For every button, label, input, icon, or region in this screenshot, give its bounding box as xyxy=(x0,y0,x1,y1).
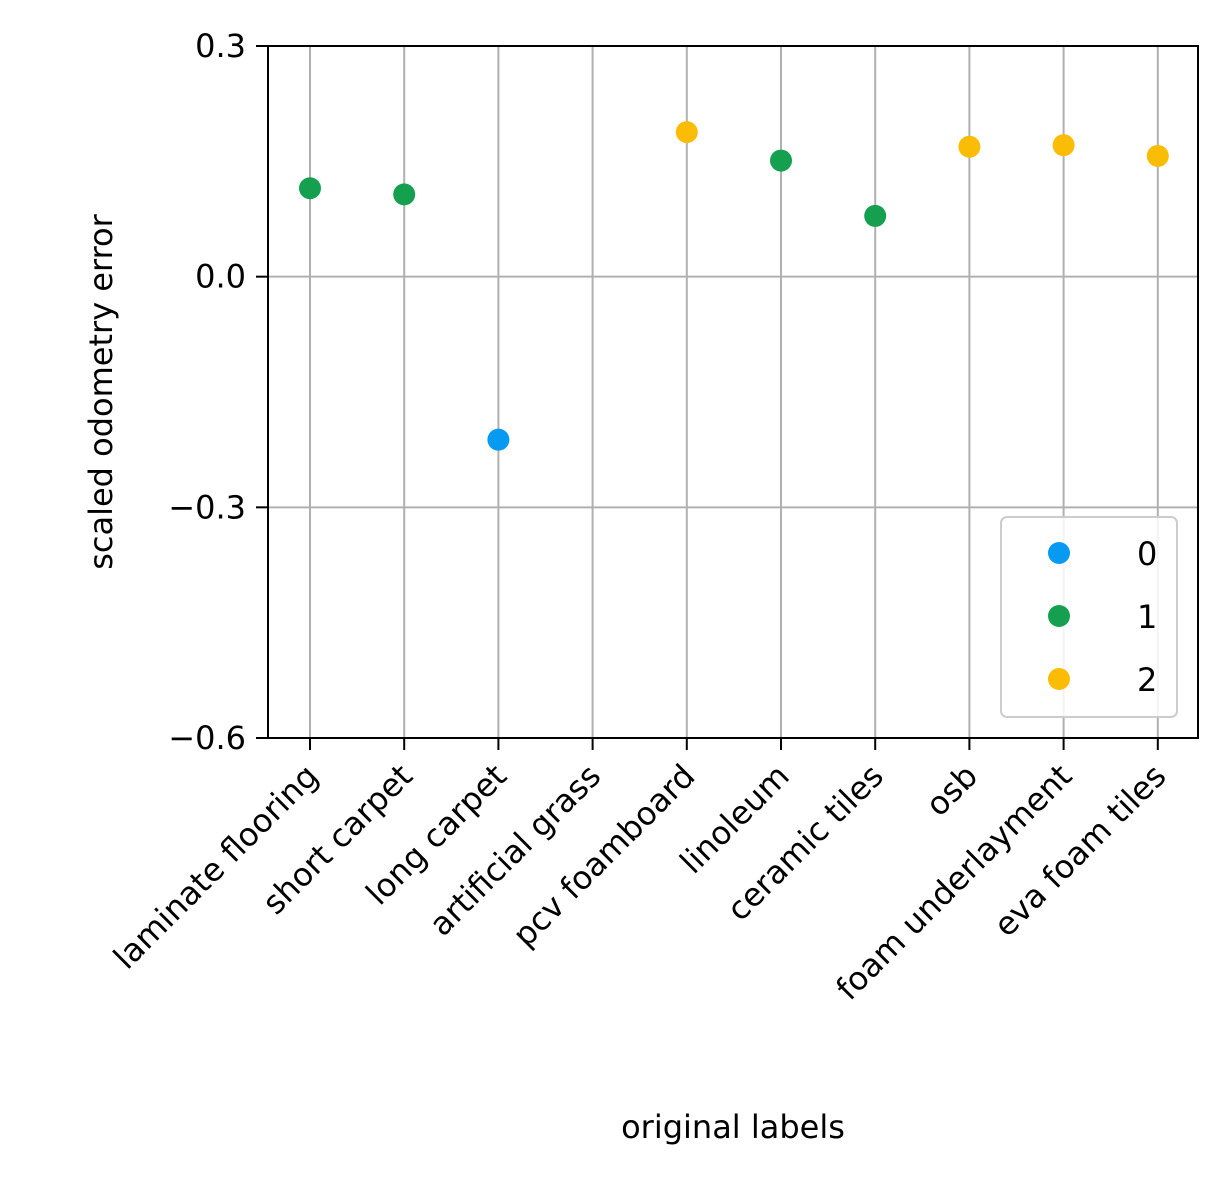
legend-marker xyxy=(1048,605,1070,627)
y-tick-label: 0.3 xyxy=(195,27,246,65)
data-point xyxy=(675,121,698,144)
data-point xyxy=(299,177,321,200)
x-axis-label: original labels xyxy=(621,1108,845,1146)
data-point xyxy=(487,428,510,451)
data-point xyxy=(958,135,981,158)
x-tick-label: osb xyxy=(918,757,985,824)
data-point xyxy=(1052,134,1075,157)
y-axis: 0.3 0.0 −0.3 −0.6 xyxy=(168,27,268,757)
legend-marker xyxy=(1048,542,1070,564)
y-tick-label: 0.0 xyxy=(195,258,246,296)
legend: 0 1 2 xyxy=(1000,516,1178,718)
y-axis-label: scaled odometry error xyxy=(82,213,120,569)
legend-box xyxy=(1000,516,1178,718)
data-points xyxy=(299,121,1169,451)
plot-frame xyxy=(267,45,1199,739)
y-tick-label: −0.3 xyxy=(168,488,246,526)
data-point xyxy=(864,204,887,227)
data-point xyxy=(393,183,416,206)
x-tick-label: artificial grass xyxy=(422,757,609,944)
legend-marker xyxy=(1048,668,1070,690)
legend-label: 1 xyxy=(1137,598,1157,636)
legend-label: 2 xyxy=(1137,661,1157,699)
legend-label: 0 xyxy=(1137,535,1157,573)
x-tick-label: eva foam tiles xyxy=(986,757,1173,944)
data-point xyxy=(770,149,792,172)
y-tick-label: −0.6 xyxy=(168,719,246,757)
data-point xyxy=(1146,144,1169,167)
